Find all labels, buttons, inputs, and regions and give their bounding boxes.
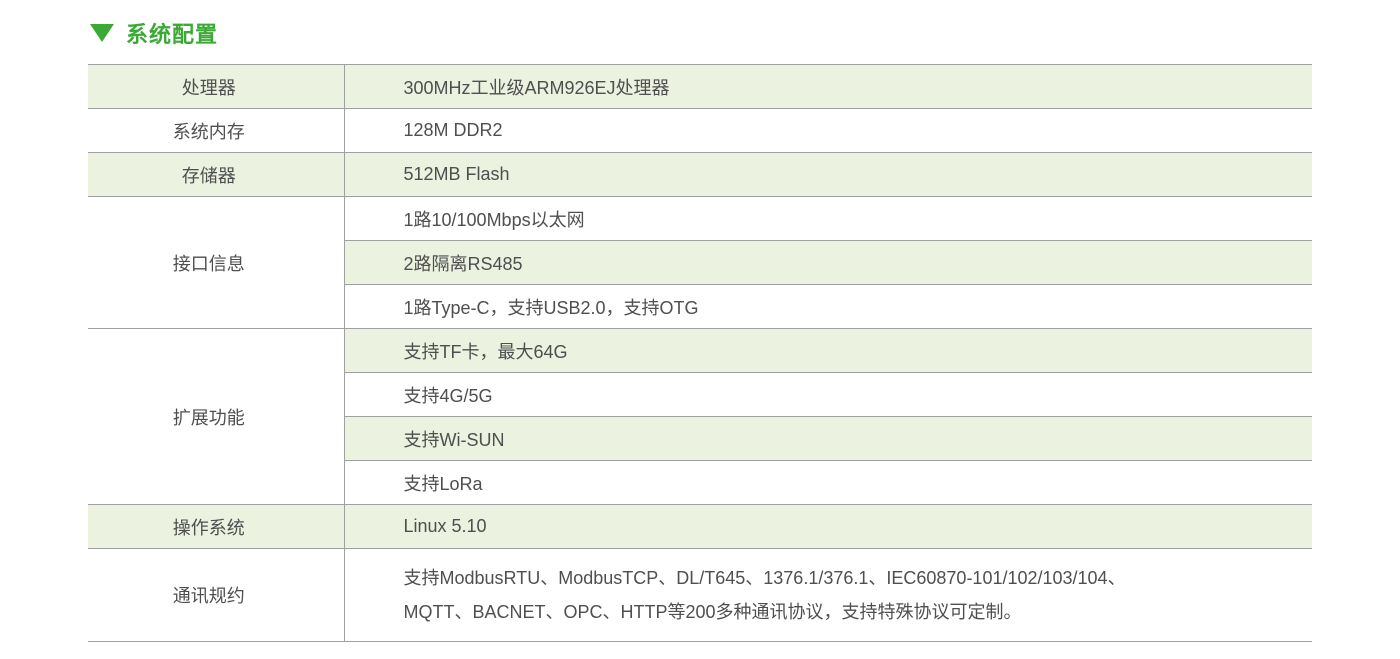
- row-label-storage: 存储器: [88, 152, 345, 197]
- spec-table: 处理器 300MHz工业级ARM926EJ处理器 系统内存 128M DDR2 …: [88, 64, 1312, 642]
- row-value-protocols: 支持ModbusRTU、ModbusTCP、DL/T645、1376.1/376…: [344, 548, 1312, 642]
- table-row: 扩展功能 支持TF卡，最大64G: [88, 328, 1312, 505]
- row-value-ethernet: 1路10/100Mbps以太网: [344, 196, 1312, 241]
- row-label-interface: 接口信息: [88, 196, 345, 329]
- table-row: 处理器 300MHz工业级ARM926EJ处理器: [88, 64, 1312, 109]
- table-row: 支持LoRa: [88, 460, 1312, 505]
- row-value-lora: 支持LoRa: [344, 460, 1312, 505]
- table-row: 2路隔离RS485: [88, 240, 1312, 285]
- table-row: 1路Type-C，支持USB2.0，支持OTG: [88, 284, 1312, 329]
- row-label-expansion: 扩展功能: [88, 328, 345, 505]
- table-row: 接口信息 1路10/100Mbps以太网: [88, 196, 1312, 329]
- table-row: 支持4G/5G: [88, 372, 1312, 417]
- table-row: 操作系统 Linux 5.10: [88, 504, 1312, 549]
- table-row: 存储器 512MB Flash: [88, 152, 1312, 197]
- row-value-usb: 1路Type-C，支持USB2.0，支持OTG: [344, 284, 1312, 329]
- row-label-processor: 处理器: [88, 64, 345, 109]
- row-value-ram: 128M DDR2: [344, 108, 1312, 153]
- table-row: 通讯规约 支持ModbusRTU、ModbusTCP、DL/T645、1376.…: [88, 548, 1312, 642]
- table-row: 支持Wi-SUN: [88, 416, 1312, 461]
- row-value-wisun: 支持Wi-SUN: [344, 416, 1312, 461]
- section-header: 系统配置: [90, 19, 1400, 47]
- row-value-tf-card: 支持TF卡，最大64G: [344, 328, 1312, 373]
- row-label-protocol: 通讯规约: [88, 548, 345, 642]
- section-title: 系统配置: [126, 22, 219, 47]
- row-value-os: Linux 5.10: [344, 504, 1312, 549]
- row-label-memory: 系统内存: [88, 108, 345, 153]
- table-row: 系统内存 128M DDR2: [88, 108, 1312, 153]
- triangle-down-icon: [90, 24, 114, 42]
- row-value-rs485: 2路隔离RS485: [344, 240, 1312, 285]
- row-value-cellular: 支持4G/5G: [344, 372, 1312, 417]
- row-value-flash: 512MB Flash: [344, 152, 1312, 197]
- row-value-cpu: 300MHz工业级ARM926EJ处理器: [344, 64, 1312, 109]
- row-label-os: 操作系统: [88, 504, 345, 549]
